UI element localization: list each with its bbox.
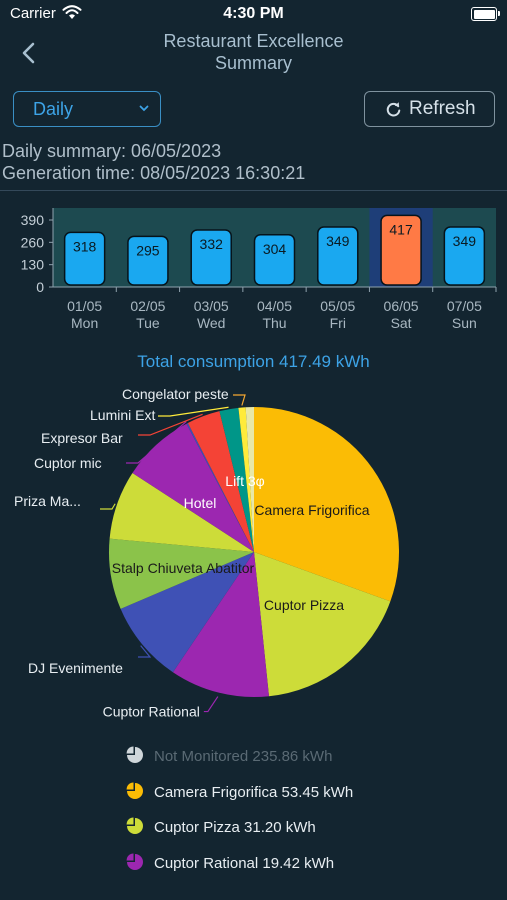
pie-slice-dj-evenimente[interactable] [120, 552, 254, 673]
x-tick-date: 01/05 [67, 298, 102, 314]
pie-slice-label: Cuptor Pizza [264, 597, 344, 613]
generation-time: Generation time: 08/05/2023 16:30:21 [2, 163, 306, 183]
bar-02/05[interactable] [127, 235, 169, 286]
pie-slice-camera-frigorifica[interactable] [254, 407, 399, 602]
bar-01/05[interactable] [63, 231, 106, 286]
pie-slice-expresor-bar[interactable] [187, 411, 254, 552]
pie-slice-label: Lift 3φ [225, 473, 264, 489]
bar-value-label: 349 [453, 233, 477, 249]
bar-value-label: 349 [326, 233, 350, 249]
bar-value-label: 318 [73, 238, 97, 254]
daily-summary-date: Daily summary: 06/05/2023 [2, 141, 222, 161]
pie-leader-line [126, 421, 187, 464]
pie-slice-cuptor-rational[interactable] [172, 552, 269, 697]
pie-slice-label: Priza Ma... [14, 493, 81, 509]
pie-slice-label: Expresor Bar [41, 430, 123, 446]
legend-item-label: Cuptor Rational 19.42 kWh [154, 854, 335, 872]
bar-05/05[interactable] [317, 226, 359, 286]
bar-06/05[interactable] [380, 214, 422, 286]
y-tick-label: 0 [36, 279, 44, 295]
x-tick-date: 02/05 [130, 298, 165, 314]
page-title-line2: Summary [214, 53, 292, 73]
pie-leader-line [100, 503, 116, 510]
summary-info: Daily summary: 06/05/2023 Generation tim… [2, 140, 305, 184]
pie-slice-lift-3-[interactable] [245, 407, 254, 552]
pie-slice-cuptor-mic[interactable] [186, 422, 254, 552]
bar-07/05[interactable] [443, 226, 486, 286]
bar-value-label: 304 [263, 241, 287, 257]
pie-slice-stalp-chiuveta-abatitor[interactable] [109, 538, 255, 609]
pie-chart-icon [126, 817, 143, 834]
page-title-line1: Restaurant Excellence [163, 31, 344, 51]
pie-leader-line [233, 394, 246, 406]
pie-slice-cuptor-pizza[interactable] [254, 552, 391, 697]
x-tick-date: 05/05 [320, 298, 355, 314]
pie-slice-congelator-peste[interactable] [238, 407, 254, 552]
battery-icon [471, 7, 500, 21]
pie-slice-label: Stalp Chiuveta Abatitor [112, 560, 255, 576]
pie-chart-icon [126, 853, 143, 870]
bar-value-label: 332 [200, 236, 224, 252]
x-tick-day: Tue [136, 315, 160, 331]
clock: 4:30 PM [223, 5, 284, 22]
x-tick-day: Sat [391, 315, 412, 331]
pie-slice-label: Lumini Ext [90, 407, 155, 423]
x-tick-day: Fri [330, 315, 346, 331]
bar-value-label: 295 [136, 242, 160, 258]
y-tick-label: 390 [21, 212, 45, 228]
pie-slice-priza-ma-[interactable] [109, 472, 254, 552]
divider [0, 190, 507, 191]
pie-slice-lumini-ext[interactable] [219, 407, 254, 552]
back-chevron-icon[interactable] [16, 38, 44, 68]
bar-04/05[interactable] [253, 234, 296, 286]
pie-slice-label: Cuptor Rational [103, 704, 200, 720]
y-tick-label: 130 [21, 257, 45, 273]
period-dropdown[interactable]: Daily [13, 91, 161, 127]
status-bar: Carrier 4:30 PM [0, 0, 507, 28]
period-dropdown-label: Daily [33, 99, 74, 119]
chevron-down-icon [139, 105, 149, 112]
wifi-icon [62, 5, 82, 19]
x-tick-day: Mon [71, 315, 98, 331]
bar-value-label: 417 [389, 221, 413, 237]
legend-item-label: Not Monitored 235.86 kWh [154, 748, 333, 765]
x-tick-day: Sun [452, 315, 477, 331]
carrier-label: Carrier [10, 5, 56, 22]
y-tick-label: 260 [21, 234, 45, 250]
x-tick-date: 04/05 [257, 298, 292, 314]
refresh-button-label: Refresh [409, 98, 476, 119]
pie-leader-line [138, 645, 152, 658]
x-tick-date: 03/05 [194, 298, 229, 314]
pie-slice-label: Camera Frigorifica [254, 502, 369, 518]
pie-chart-icon [126, 746, 143, 763]
pie-slice-label: DJ Evenimente [28, 660, 123, 676]
x-tick-day: Thu [262, 315, 286, 331]
pie-chart-icon [126, 782, 143, 799]
pie-chart-title: Total consumption 417.49 kWh [137, 352, 370, 371]
pie-slice-label: Hotel [184, 495, 217, 511]
page-title: Restaurant Excellence Summary [90, 30, 417, 74]
bar-03/05[interactable] [190, 229, 232, 286]
pie-slice-label: Congelator peste [122, 386, 229, 402]
pie-leader-line [138, 413, 203, 436]
consumption-pie-chart: Camera Frigorifica Cuptor Pizza Cuptor Rat… [14, 386, 399, 720]
x-tick-date: 07/05 [447, 298, 482, 314]
navigation-bar: Restaurant Excellence Summary [0, 28, 507, 82]
legend-item-label: Cuptor Pizza 31.20 kWh [154, 819, 316, 836]
refresh-button[interactable]: Refresh [364, 91, 495, 127]
refresh-icon [386, 102, 401, 117]
pie-leader-line [203, 696, 219, 713]
pie-slice-label: Cuptor mic [34, 455, 102, 471]
x-tick-day: Wed [197, 315, 226, 331]
x-tick-date: 06/05 [384, 298, 419, 314]
legend-item-label: Camera Frigorifica 53.45 kWh [154, 783, 354, 801]
pie-leader-line [158, 406, 229, 417]
pie-slice-hotel[interactable] [132, 423, 254, 552]
